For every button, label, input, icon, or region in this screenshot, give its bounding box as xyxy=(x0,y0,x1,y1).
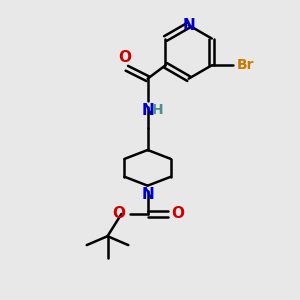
Text: N: N xyxy=(182,18,195,33)
Text: Br: Br xyxy=(236,58,254,72)
Text: H: H xyxy=(151,103,163,117)
Text: N: N xyxy=(141,103,154,118)
Text: N: N xyxy=(141,187,154,202)
Text: O: O xyxy=(112,206,125,221)
Text: O: O xyxy=(171,206,184,221)
Text: O: O xyxy=(118,50,131,65)
